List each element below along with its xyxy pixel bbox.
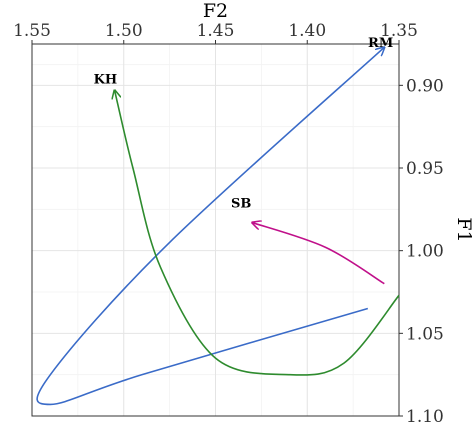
- y-axis-title: F1: [453, 217, 475, 242]
- x-tick-label: 1.40: [288, 21, 326, 41]
- major-grid: [31, 44, 400, 417]
- y-tick-label: 0.90: [406, 76, 444, 96]
- series-line-rm: [36, 47, 384, 406]
- y-tick-label: 1.00: [406, 242, 444, 262]
- point-labels: RM KH SB: [94, 36, 394, 211]
- point-label-kh: KH: [94, 72, 118, 87]
- series-line-sb: [252, 223, 385, 285]
- series-line-kh: [115, 90, 400, 376]
- x-tick-label: 1.45: [197, 21, 235, 41]
- point-label-sb: SB: [231, 196, 251, 211]
- y-tick-label: 1.05: [406, 324, 444, 344]
- x-tick-label: 1.50: [105, 21, 143, 41]
- x-tick-label: 1.55: [13, 21, 51, 41]
- series-layer: [36, 47, 400, 406]
- x-tick-label: 1.35: [380, 21, 418, 41]
- point-label-rm: RM: [368, 36, 393, 51]
- x-axis-title: F2: [203, 0, 228, 22]
- y-tick-label: 1.10: [406, 407, 444, 424]
- axis-ticks: 1.55 1.50 1.45 1.40 1.35 0.90 0.95 1.00 1.05 1.10: [13, 21, 444, 424]
- y-tick-label: 0.95: [406, 159, 444, 179]
